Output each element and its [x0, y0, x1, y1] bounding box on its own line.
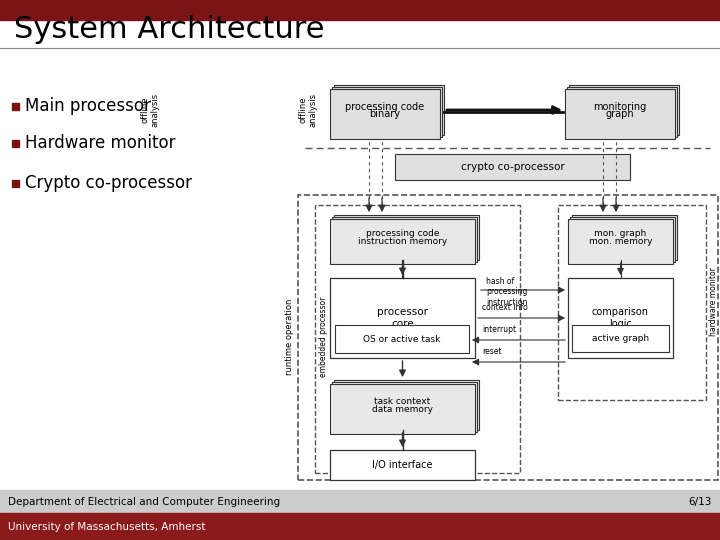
Text: hardware monitor: hardware monitor: [709, 267, 719, 336]
Text: comparison
logic: comparison logic: [592, 307, 649, 329]
Text: embedded processor: embedded processor: [318, 297, 328, 377]
Text: Department of Electrical and Computer Engineering: Department of Electrical and Computer En…: [8, 497, 280, 507]
Bar: [565, 89, 675, 139]
Bar: [334, 85, 444, 135]
Bar: [12, 103, 19, 110]
Text: University of Massachusetts, Amherst: University of Massachusetts, Amherst: [8, 522, 205, 532]
Bar: [572, 325, 669, 352]
Bar: [0, 513, 720, 540]
Bar: [330, 219, 475, 264]
Text: instruction memory: instruction memory: [358, 237, 447, 246]
Bar: [330, 450, 475, 480]
Text: Crypto co-processor: Crypto co-processor: [25, 174, 192, 192]
Bar: [567, 87, 677, 137]
Text: active graph: active graph: [592, 334, 649, 343]
Text: 6/13: 6/13: [688, 497, 712, 507]
Bar: [570, 217, 675, 262]
Bar: [298, 195, 718, 480]
Text: task context: task context: [374, 397, 431, 406]
Bar: [335, 325, 469, 353]
Bar: [572, 215, 677, 260]
Text: processing code: processing code: [346, 102, 425, 111]
Bar: [569, 85, 679, 135]
Bar: [0, 20, 720, 490]
Text: monitoring: monitoring: [593, 102, 647, 111]
Bar: [395, 154, 630, 180]
Text: crypto co-processor: crypto co-processor: [461, 162, 564, 172]
Bar: [0, 0, 720, 20]
Text: OS or active task: OS or active task: [364, 334, 441, 343]
Text: processing code: processing code: [366, 230, 439, 239]
Text: reset: reset: [482, 348, 502, 356]
Text: mon. memory: mon. memory: [589, 237, 652, 246]
Bar: [334, 380, 479, 430]
Bar: [568, 219, 673, 264]
Bar: [330, 278, 475, 358]
Text: I/O interface: I/O interface: [372, 460, 433, 470]
Bar: [332, 217, 477, 262]
Bar: [334, 215, 479, 260]
Bar: [330, 89, 440, 139]
Text: offline
analysis: offline analysis: [298, 93, 318, 127]
Text: processor
core: processor core: [377, 307, 428, 329]
Text: binary: binary: [369, 109, 400, 119]
Text: System Architecture: System Architecture: [14, 16, 325, 44]
Text: mon. graph: mon. graph: [595, 230, 647, 239]
Bar: [315, 205, 520, 473]
Text: Hardware monitor: Hardware monitor: [25, 134, 176, 152]
Bar: [330, 384, 475, 434]
Text: offline
analysis: offline analysis: [140, 93, 160, 127]
Bar: [332, 87, 442, 137]
Bar: [568, 278, 673, 358]
Text: hash of
processing
instruction: hash of processing instruction: [486, 277, 527, 307]
Text: context info: context info: [482, 303, 528, 313]
Text: Main processor: Main processor: [25, 97, 151, 115]
Text: interrupt: interrupt: [482, 326, 516, 334]
Bar: [0, 490, 720, 513]
Bar: [12, 180, 19, 187]
Bar: [558, 205, 706, 400]
Text: data memory: data memory: [372, 404, 433, 414]
Bar: [12, 140, 19, 147]
Bar: [332, 382, 477, 432]
Text: runtime operation: runtime operation: [286, 299, 294, 375]
Text: graph: graph: [606, 109, 634, 119]
